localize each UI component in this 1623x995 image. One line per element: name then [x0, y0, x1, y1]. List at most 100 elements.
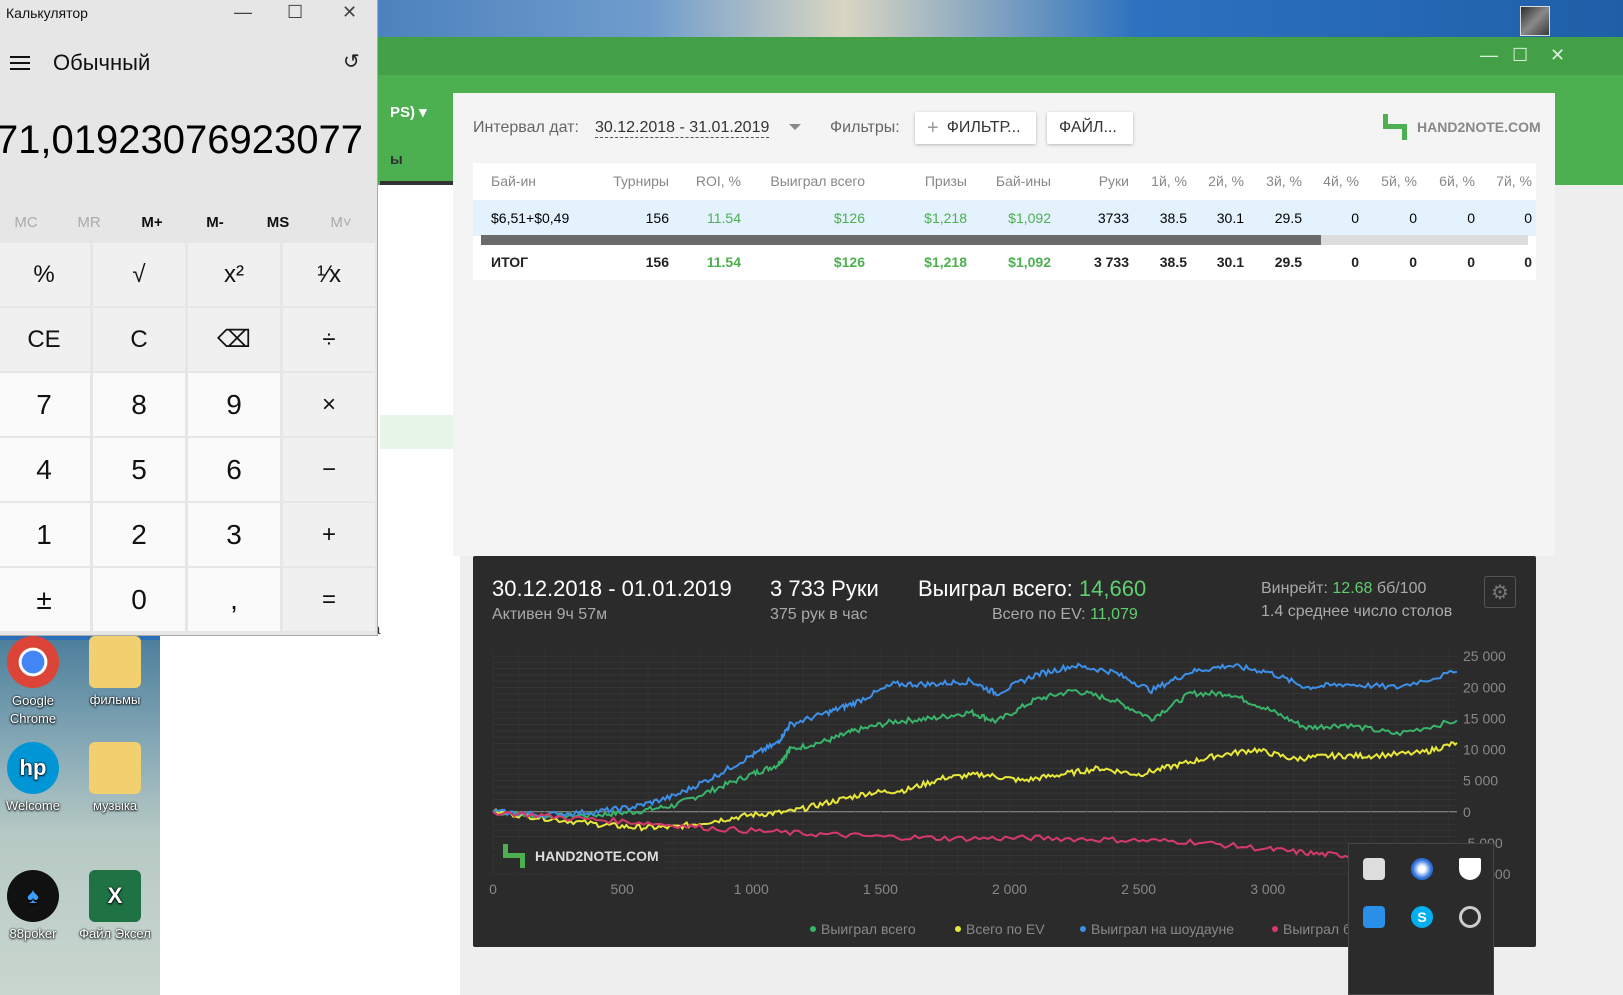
key-square-button[interactable]: x²: [188, 243, 280, 306]
maximize-icon[interactable]: ☐: [287, 2, 304, 22]
table-cell: $126: [833, 254, 865, 270]
desktop-icon-label: Файл Эксел: [79, 926, 151, 941]
table-cell: 0: [1524, 254, 1532, 270]
desktop-icon-label: фильмы: [89, 692, 141, 707]
key-divide-button[interactable]: ÷: [283, 308, 375, 371]
key-5-button[interactable]: 5: [93, 438, 185, 501]
table-header-cell[interactable]: Бай-ин: [491, 173, 537, 189]
close-icon[interactable]: ✕: [342, 2, 358, 22]
key-add-button[interactable]: +: [283, 503, 375, 566]
left-panel-selected-row[interactable]: [380, 415, 460, 449]
gear-icon[interactable]: ⚙: [1484, 576, 1516, 608]
minimize-icon[interactable]: —: [234, 2, 252, 22]
desktop-icon-music[interactable]: музыка: [76, 742, 154, 813]
x-tick-label: 0: [489, 881, 497, 897]
table-header-cell[interactable]: ROI, %: [695, 173, 741, 189]
table-header-cell[interactable]: Турниры: [613, 173, 669, 189]
calculator-title: Калькулятор: [6, 5, 88, 21]
tray-moon-icon[interactable]: [1411, 858, 1433, 880]
table-header-cell[interactable]: 5й, %: [1381, 173, 1417, 189]
desktop-icon-hp[interactable]: hp Welcome: [0, 742, 72, 813]
winrate-label: Винрейт:: [1261, 580, 1328, 597]
table-row[interactable]: $6,51+$0,49 156 11.54 $126 $1,218 $1,092 3733 3…: [473, 200, 1536, 236]
desktop-icon-excel[interactable]: X Файл Эксел: [76, 870, 154, 941]
memory-m-plus-button[interactable]: M+: [141, 214, 163, 231]
key-multiply-button[interactable]: ×: [283, 373, 375, 436]
memory-m-minus-button[interactable]: M-: [206, 214, 224, 231]
key-negate-button[interactable]: ±: [0, 568, 90, 631]
avatar[interactable]: [1520, 6, 1550, 36]
key-9-button[interactable]: 9: [188, 373, 280, 436]
hand2note-logo: HAND2NOTE.COM: [1383, 114, 1541, 140]
history-icon[interactable]: ↺: [343, 51, 360, 73]
key-decimal-button[interactable]: ,: [188, 568, 280, 631]
shield-icon[interactable]: [1459, 858, 1481, 880]
hamburger-menu-icon[interactable]: [10, 56, 30, 74]
table-cell: 0: [1467, 254, 1475, 270]
close-icon[interactable]: ✕: [1550, 45, 1566, 65]
graph-winrate: Винрейт: 12.68 бб/100: [1261, 580, 1426, 598]
site-selector[interactable]: PS) ▾: [390, 104, 427, 121]
excel-icon: X: [89, 870, 141, 922]
table-scrollbar[interactable]: [481, 235, 1528, 245]
add-filter-button[interactable]: + ФИЛЬТР...: [915, 112, 1036, 144]
table-header-cell[interactable]: Призы: [924, 173, 967, 189]
hand2note-logo-icon: [1383, 114, 1407, 140]
skype-icon[interactable]: S: [1411, 906, 1433, 928]
tab-reports[interactable]: ы: [390, 151, 403, 168]
chevron-down-icon[interactable]: [789, 124, 801, 130]
series-line-0: [492, 689, 1458, 821]
desktop-icon-88poker[interactable]: ♠ 88poker: [0, 870, 72, 941]
folder-music-icon: [89, 742, 141, 794]
table-header-cell[interactable]: Выиграл всего: [770, 173, 865, 189]
key-1-button[interactable]: 1: [0, 503, 90, 566]
table-header-cell[interactable]: Руки: [1098, 173, 1129, 189]
table-header-cell[interactable]: 3й, %: [1266, 173, 1302, 189]
key-reciprocal-button[interactable]: ¹⁄x: [283, 243, 375, 306]
folder-icon: [89, 636, 141, 688]
table-cell: 38.5: [1159, 210, 1187, 226]
hp-icon: hp: [7, 742, 59, 794]
key-clear-button[interactable]: C: [93, 308, 185, 371]
desktop-icon-films[interactable]: фильмы: [76, 636, 154, 707]
desktop-icon-label: музыка: [92, 798, 138, 813]
table-header-cell[interactable]: 7й, %: [1496, 173, 1532, 189]
key-6-button[interactable]: 6: [188, 438, 280, 501]
key-sqrt-button[interactable]: √: [93, 243, 185, 306]
tray-network-icon[interactable]: [1363, 906, 1385, 928]
key-percent-button[interactable]: %: [0, 243, 90, 306]
key-4-button[interactable]: 4: [0, 438, 90, 501]
minimize-icon[interactable]: —: [1480, 45, 1498, 65]
key-2-button[interactable]: 2: [93, 503, 185, 566]
key-0-button[interactable]: 0: [93, 568, 185, 631]
key-8-button[interactable]: 8: [93, 373, 185, 436]
desktop-icon-label: 88poker: [9, 926, 57, 941]
tray-sync-icon[interactable]: [1459, 906, 1481, 928]
table-cell: $1,092: [1008, 254, 1051, 270]
table-cell: 3733: [1097, 210, 1129, 226]
key-7-button[interactable]: 7: [0, 373, 90, 436]
table-header-cell[interactable]: Бай-ины: [995, 173, 1051, 189]
table-cell: $126: [833, 210, 865, 226]
memory-mc-button: MC: [14, 214, 38, 231]
table-header-cell[interactable]: 6й, %: [1439, 173, 1475, 189]
table-header-cell[interactable]: 4й, %: [1323, 173, 1359, 189]
hand2note-logo-icon: [503, 844, 525, 868]
won-label: Выиграл всего:: [918, 576, 1073, 601]
key-ce-button[interactable]: CE: [0, 308, 90, 371]
desktop-icon-chrome[interactable]: Google Chrome: [0, 636, 72, 728]
date-interval-value[interactable]: 30.12.2018 - 31.01.2019: [595, 119, 770, 138]
add-filter-label: ФИЛЬТР...: [946, 119, 1021, 136]
maximize-icon[interactable]: ☐: [1512, 45, 1529, 65]
key-3-button[interactable]: 3: [188, 503, 280, 566]
table-header-cell[interactable]: 2й, %: [1208, 173, 1244, 189]
key-backspace-button[interactable]: ⌫: [188, 308, 280, 371]
table-header-cell[interactable]: 1й, %: [1151, 173, 1187, 189]
memory-ms-button[interactable]: MS: [266, 214, 290, 231]
file-button[interactable]: ФАЙЛ...: [1047, 112, 1133, 144]
key-subtract-button[interactable]: −: [283, 438, 375, 501]
table-cell: 0: [1351, 210, 1359, 226]
key-equals-button[interactable]: =: [283, 568, 375, 631]
scrollbar-thumb[interactable]: [481, 235, 1321, 245]
tray-app-icon[interactable]: [1363, 858, 1385, 880]
